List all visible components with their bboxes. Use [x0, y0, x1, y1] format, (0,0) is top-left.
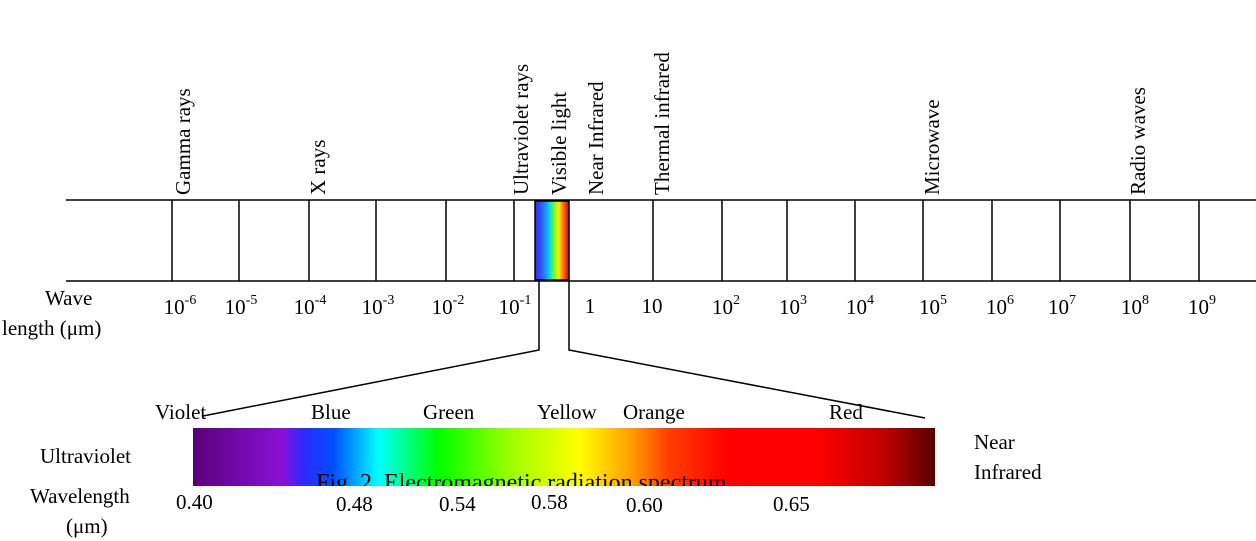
wl-value-0.65: 0.65 — [773, 492, 810, 516]
right-label-near: Near — [974, 430, 1015, 454]
color-label-green: Green — [423, 400, 475, 424]
left-label-ultraviolet: Ultraviolet — [40, 444, 131, 468]
tick-label: 104 — [846, 293, 874, 319]
wl-label-line2: (μm) — [66, 514, 108, 538]
tick-label: 10-2 — [431, 293, 465, 319]
visible-spectrum-bar — [193, 428, 935, 486]
tick-label: 102 — [712, 293, 740, 319]
color-label-yellow: Yellow — [537, 400, 597, 424]
axis-label-line1: Wave — [45, 286, 93, 310]
wl-value-0.54: 0.54 — [439, 492, 476, 516]
tick-label: 10 — [641, 294, 663, 318]
tick-label: 10-6 — [163, 293, 197, 319]
zoom-line-right — [568, 280, 926, 419]
tick-label: 10-3 — [361, 293, 395, 319]
color-label-blue: Blue — [311, 400, 351, 424]
wl-value-0.60: 0.60 — [626, 493, 663, 517]
visible-band-small — [534, 200, 570, 281]
tick-label: 10-1 — [498, 293, 532, 319]
zoom-line-left — [202, 280, 540, 417]
tick-label: 105 — [919, 293, 947, 319]
tick-label: 1 — [584, 294, 596, 318]
color-label-red: Red — [829, 400, 863, 424]
wl-value-0.40: 0.40 — [176, 490, 213, 514]
tick-label: 109 — [1188, 293, 1216, 319]
tick-label: 108 — [1121, 293, 1149, 319]
tick-label: 107 — [1048, 293, 1076, 319]
wl-area-bg — [170, 486, 930, 541]
wl-value-0.58: 0.58 — [531, 490, 568, 514]
color-label-orange: Orange — [623, 400, 685, 424]
wl-value-0.48: 0.48 — [336, 492, 373, 516]
tick-label: 103 — [779, 293, 807, 319]
color-label-violet: Violet — [155, 400, 207, 424]
tick-label: 106 — [986, 293, 1014, 319]
tick-label: 10-4 — [293, 293, 327, 319]
axis-label-line2: length (μm) — [2, 316, 102, 340]
wl-label-line1: Wavelength — [30, 484, 130, 508]
tick-label: 10-5 — [224, 293, 258, 319]
right-label-infrared: Infrared — [974, 460, 1042, 484]
scale-dividers — [171, 200, 1200, 281]
